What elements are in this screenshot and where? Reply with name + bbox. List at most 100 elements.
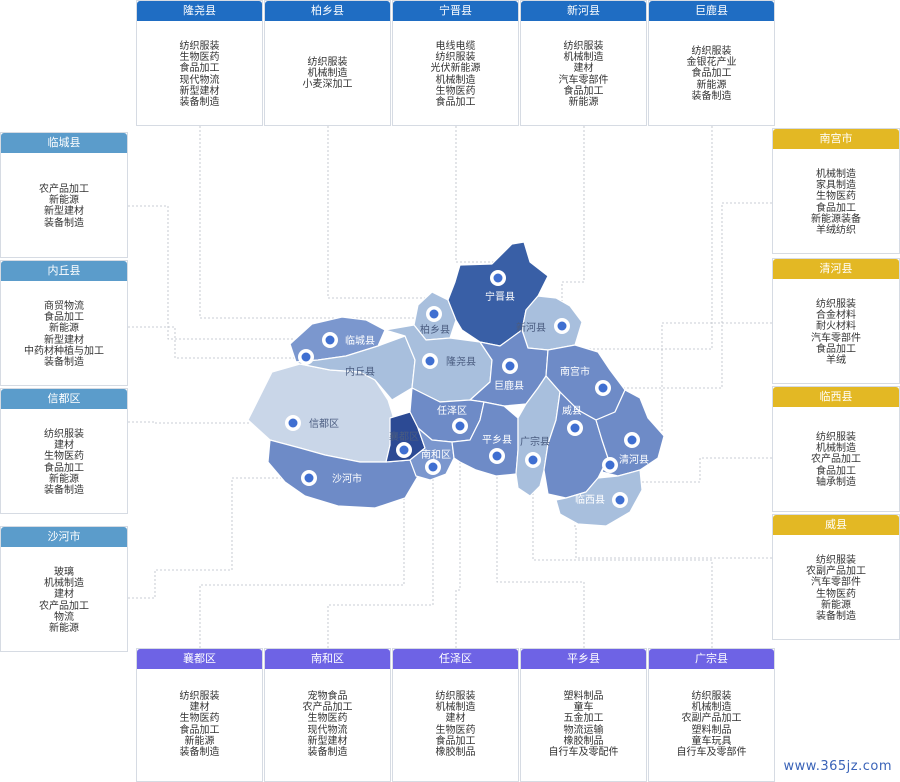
industry-item: 建材 (54, 589, 74, 601)
label-renze: 任泽区 (437, 404, 467, 417)
marker-baixiang (426, 306, 442, 322)
industry-item: 装备制造 (44, 485, 84, 497)
card-title: 隆尧县 (137, 1, 262, 21)
label-ningjin: 宁晋县 (485, 290, 515, 303)
label-xindu: 信都区 (309, 418, 339, 430)
card-pingxiang: 平乡县 塑料制品 童车 五金加工 物流运输 橡胶制品 自行车及零配件 (520, 648, 647, 782)
marker-nanhe (425, 459, 441, 475)
industry-item: 食品加工 (435, 97, 476, 109)
industry-item: 纺织服装 (307, 57, 348, 68)
connector-linxi (610, 457, 772, 483)
card-julu: 巨鹿县 纺织服装 金银花产业 食品加工 新能源 装备制造 (648, 0, 775, 126)
industry-item: 机械制造 (435, 74, 476, 86)
industry-item: 机械制造 (816, 169, 856, 180)
industry-item: 童车 (573, 702, 594, 714)
industry-item: 食品加工 (691, 68, 732, 80)
industry-item: 机械制造 (44, 578, 84, 590)
connector-nangong (603, 202, 772, 389)
industry-item: 汽车零部件 (811, 332, 861, 344)
industry-item: 生物医药 (435, 724, 476, 736)
card-xiangdu: 襄都区 纺织服装 建材 生物医药 食品加工 新能源 装备制造 (136, 648, 263, 782)
industry-item: 新能源 (49, 623, 79, 635)
label-longyao: 隆尧县 (446, 355, 476, 368)
industry-item: 新能源 (49, 473, 79, 485)
marker-xindu (285, 415, 301, 431)
region-nanhe (409, 427, 455, 481)
card-title: 广宗县 (649, 649, 774, 669)
marker-weixian (567, 420, 583, 436)
card-title: 巨鹿县 (649, 1, 774, 21)
label-nanhe: 南和区 (421, 448, 451, 461)
industry-item: 生物医药 (307, 713, 348, 725)
industry-item: 自行车及零配件 (548, 747, 619, 759)
industry-item: 新能源 (696, 79, 727, 91)
industry-item: 装备制造 (179, 97, 220, 109)
industry-item: 新型建材 (179, 85, 220, 97)
label-baixiang: 柏乡县 (420, 323, 450, 336)
industry-item: 耐火材料 (816, 321, 856, 333)
card-neiqiu: 内丘县 商贸物流 食品加工 新能源 新型建材 中药材种植与加工 装备制造 (0, 260, 128, 386)
card-title: 清河县 (773, 259, 899, 279)
industry-item: 新能源 (821, 599, 851, 611)
card-list: 纺织服装 机械制造 小麦深加工 (265, 57, 390, 91)
card-list: 农产品加工 新能源 新型建材 装备制造 (1, 184, 127, 229)
card-ningjin: 宁晋县 电线电缆 纺织服装 光伏新能源 机械制造 生物医药 食品加工 (392, 0, 519, 126)
marker-julu (502, 358, 518, 374)
industry-item: 家具制造 (816, 180, 856, 192)
card-list: 纺织服装 金银花产业 食品加工 新能源 装备制造 (649, 46, 774, 102)
marker-shahe (301, 470, 317, 486)
card-title: 新河县 (521, 1, 646, 21)
connector-baixiang (327, 126, 433, 315)
marker-longyao (422, 353, 438, 369)
industry-item: 金银花产业 (686, 57, 737, 69)
card-title: 信都区 (1, 389, 127, 409)
industry-item: 新型建材 (44, 334, 84, 346)
industry-item: 农副产品加工 (681, 713, 742, 725)
industry-item: 新能源 (49, 323, 79, 335)
industry-item: 商贸物流 (44, 301, 84, 312)
card-list: 塑料制品 童车 五金加工 物流运输 橡胶制品 自行车及零配件 (521, 691, 646, 758)
industry-item: 玻璃 (54, 567, 74, 578)
card-list: 商贸物流 食品加工 新能源 新型建材 中药材种植与加工 装备制造 (1, 301, 127, 368)
industry-item: 电线电缆 (435, 41, 476, 52)
industry-item: 新能源装备 (811, 213, 861, 225)
industry-item: 生物医药 (435, 85, 476, 97)
label-qinghe: 清河县 (619, 453, 649, 466)
card-qinghe: 清河县 纺织服装 合金材料 耐火材料 汽车零部件 食品加工 羊绒 (772, 258, 900, 384)
card-guangzong: 广宗县 纺织服装 机械制造 农副产品加工 塑料制品 童车玩具 自行车及零部件 (648, 648, 775, 782)
card-title: 南宫市 (773, 129, 899, 149)
marker-renze (452, 418, 468, 434)
industry-item: 装备制造 (179, 747, 220, 759)
connector-guangzong (532, 460, 713, 648)
label-julu: 巨鹿县 (494, 379, 524, 392)
industry-item: 食品加工 (44, 462, 84, 474)
label-nangong: 南宫市 (560, 365, 590, 378)
card-list: 纺织服装 农副产品加工 汽车零部件 生物医药 新能源 装备制造 (773, 555, 899, 622)
connector-pingxiang (496, 456, 585, 648)
industry-item: 食品加工 (44, 312, 84, 324)
industry-item: 食品加工 (816, 343, 856, 355)
connector-longyao (199, 126, 431, 330)
marker-lincheng (322, 332, 338, 348)
label-guangzong: 广宗县 (520, 435, 550, 448)
card-list: 纺织服装 机械制造 农副产品加工 塑料制品 童车玩具 自行车及零部件 (649, 691, 774, 758)
industry-item: 装备制造 (44, 357, 84, 369)
industry-item: 纺织服装 (691, 691, 732, 702)
card-title: 内丘县 (1, 261, 127, 281)
industry-item: 生物医药 (179, 52, 220, 64)
industry-item: 中药材种植与加工 (24, 345, 104, 357)
card-longyao: 隆尧县 纺织服装 生物医药 食品加工 现代物流 新型建材 装备制造 (136, 0, 263, 126)
industry-item: 现代物流 (179, 74, 220, 86)
card-xindu: 信都区 纺织服装 建材 生物医药 食品加工 新能源 装备制造 (0, 388, 128, 514)
card-list: 纺织服装 机械制造 农产品加工 食品加工 轴承制造 (773, 432, 899, 488)
marker-pingxiang (489, 448, 505, 464)
connector-xinhe (561, 126, 585, 326)
industry-item: 建材 (573, 63, 594, 75)
industry-item: 生物医药 (816, 191, 856, 203)
industry-item: 物流 (54, 611, 74, 623)
card-list: 纺织服装 建材 生物医药 食品加工 新能源 装备制造 (137, 691, 262, 758)
connector-lincheng (128, 205, 330, 340)
connector-renze (455, 426, 461, 648)
industry-item: 羊绒纺织 (816, 225, 856, 237)
